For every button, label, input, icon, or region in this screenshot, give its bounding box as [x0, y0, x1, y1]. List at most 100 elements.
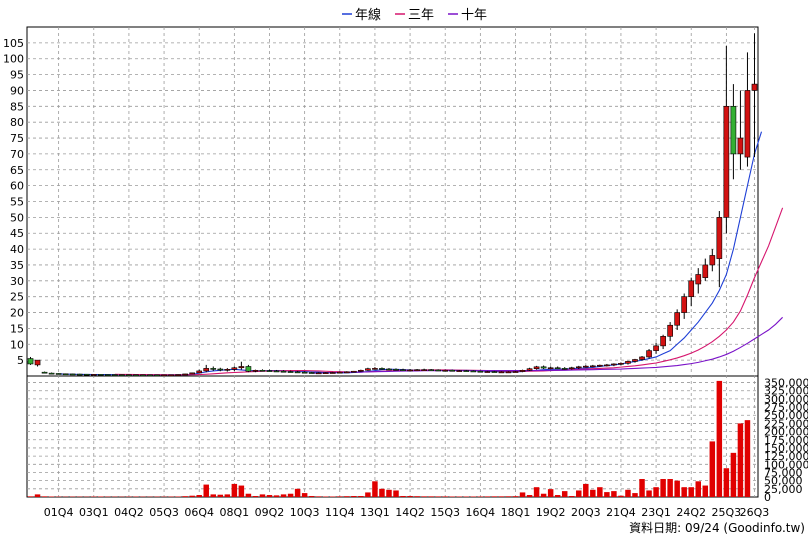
candle-body	[667, 324, 673, 337]
volume-tick-label: 300,000	[764, 393, 808, 406]
candle	[329, 371, 336, 374]
candle	[76, 373, 83, 376]
candle-body	[470, 370, 477, 373]
candle-body	[322, 372, 329, 374]
candle-body	[224, 369, 231, 371]
volume-bar	[196, 495, 202, 497]
candle	[484, 370, 491, 373]
volume-bar	[210, 494, 217, 497]
candle-body	[182, 373, 188, 376]
candle-body	[69, 373, 76, 376]
candle-body	[238, 366, 245, 369]
price-tick-label: 50	[10, 211, 24, 224]
candle-body	[737, 137, 744, 155]
candle	[48, 372, 55, 375]
plot-frame	[26, 26, 759, 498]
volume-bar	[280, 494, 287, 497]
candle-body	[83, 373, 90, 376]
candle-body	[589, 365, 596, 368]
price-tick-label: 65	[10, 164, 24, 177]
candle-body	[498, 371, 505, 374]
volume-tick-label: 150,000	[764, 442, 808, 455]
price-tick-label: 35	[10, 259, 24, 272]
candle	[252, 369, 259, 373]
volume-bar	[583, 483, 589, 497]
candle-body	[695, 274, 702, 285]
candle	[161, 374, 167, 377]
candle-body	[709, 255, 716, 266]
candle-body	[456, 370, 463, 372]
candle	[723, 46, 730, 234]
volume-bar	[365, 492, 371, 497]
candle	[688, 277, 695, 307]
candle-body	[203, 368, 210, 372]
volume-bar	[294, 488, 301, 497]
volume-bar	[632, 493, 638, 497]
candle-body	[294, 371, 301, 374]
candle	[512, 370, 519, 373]
candle-body	[421, 369, 427, 371]
candle	[83, 373, 90, 376]
volume-bar	[386, 489, 392, 497]
candle	[133, 374, 139, 377]
candle	[428, 369, 434, 371]
price-tick-label: 70	[10, 148, 24, 161]
volume-bar	[744, 420, 751, 497]
candle	[343, 371, 350, 374]
candle	[744, 52, 751, 167]
candle	[604, 363, 610, 367]
volume-axis: 025,00050,00075,000100,000125,000150,000…	[764, 377, 808, 504]
volume-tick-label: 25,000	[764, 483, 803, 496]
candle	[372, 367, 378, 370]
candle-body	[554, 367, 561, 370]
volume-bar	[618, 495, 624, 497]
volume-tick-label: 225,000	[764, 417, 808, 430]
candle	[526, 367, 533, 371]
candle	[308, 371, 315, 374]
candle-body	[196, 370, 203, 374]
volume-tick-label: 100,000	[764, 458, 808, 471]
candle-body	[90, 374, 97, 376]
price-tick-label: 105	[3, 37, 24, 50]
x-tick-label: 05Q3	[149, 506, 179, 519]
candle-body	[119, 374, 125, 376]
candle	[568, 366, 575, 370]
candle-body	[463, 370, 470, 372]
price-tick-label: 80	[10, 116, 24, 129]
volume-bar	[238, 485, 245, 497]
candle-body	[604, 364, 610, 367]
candle-body	[126, 374, 132, 376]
candle	[618, 362, 624, 366]
candle-body	[400, 369, 406, 371]
candle	[147, 374, 153, 377]
candle-body	[315, 372, 322, 375]
candle	[336, 371, 343, 374]
candle	[168, 374, 174, 377]
candle-body	[702, 264, 709, 278]
candle-body	[547, 367, 554, 370]
volume-bar	[561, 491, 568, 497]
x-tick-label: 19Q2	[536, 506, 566, 519]
candle	[674, 309, 680, 330]
candle	[379, 367, 385, 370]
volume-bar	[660, 479, 666, 497]
candle	[533, 365, 540, 370]
candle	[301, 371, 308, 374]
volume-bar	[414, 496, 420, 497]
candle	[393, 368, 399, 371]
candle	[498, 371, 505, 374]
volume-bar	[252, 496, 259, 497]
candle	[449, 369, 456, 372]
volume-bars	[27, 380, 751, 497]
candle-body	[76, 373, 83, 376]
candle-body	[189, 372, 196, 375]
candle	[69, 373, 76, 376]
grid	[26, 26, 759, 498]
volume-bar	[358, 496, 364, 497]
candle-body	[245, 366, 252, 372]
candle-body	[582, 365, 589, 368]
candle-body	[653, 345, 659, 351]
candle	[695, 268, 702, 294]
candle-body	[336, 371, 343, 374]
candle	[365, 367, 371, 371]
